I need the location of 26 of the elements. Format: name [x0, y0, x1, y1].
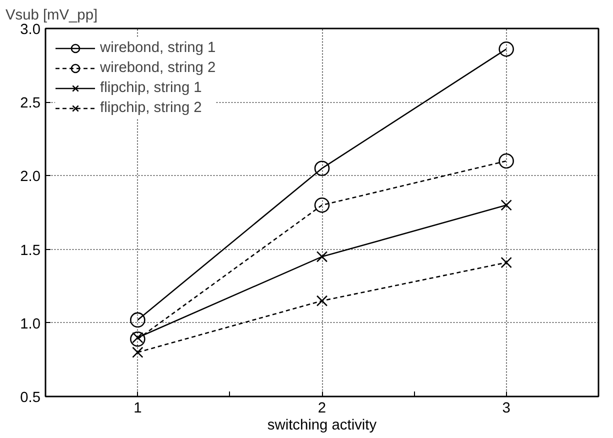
point [130, 312, 146, 328]
legend-label: flipchip, string 1 [100, 80, 202, 96]
point [498, 41, 514, 57]
x-tick-label: 3 [502, 400, 510, 416]
legend-label: flipchip, string 2 [100, 100, 202, 116]
y-tick-label: 0.5 [20, 390, 40, 406]
y-tick-label: 1.5 [20, 242, 40, 259]
point [314, 198, 330, 213]
x-tick-label: 2 [318, 400, 326, 416]
y-axis-title: Vsub [mV_pp] [6, 8, 98, 24]
point [500, 256, 512, 268]
y-tick-label: 3.0 [20, 22, 40, 38]
x-tick-label: 1 [134, 400, 142, 416]
legend-label: wirebond, string 1 [100, 40, 216, 56]
point [316, 251, 328, 262]
point [500, 200, 512, 211]
y-tick-label: 2.5 [20, 96, 40, 112]
point [498, 153, 514, 169]
legend-label: wirebond, string 2 [100, 60, 216, 76]
point [316, 295, 328, 306]
point [130, 331, 146, 347]
point [132, 346, 144, 358]
y-tick-label: 1.0 [20, 316, 40, 332]
x-axis-title: switching activity [267, 418, 378, 434]
point [314, 160, 330, 176]
y-tick-label: 2.0 [20, 169, 40, 186]
